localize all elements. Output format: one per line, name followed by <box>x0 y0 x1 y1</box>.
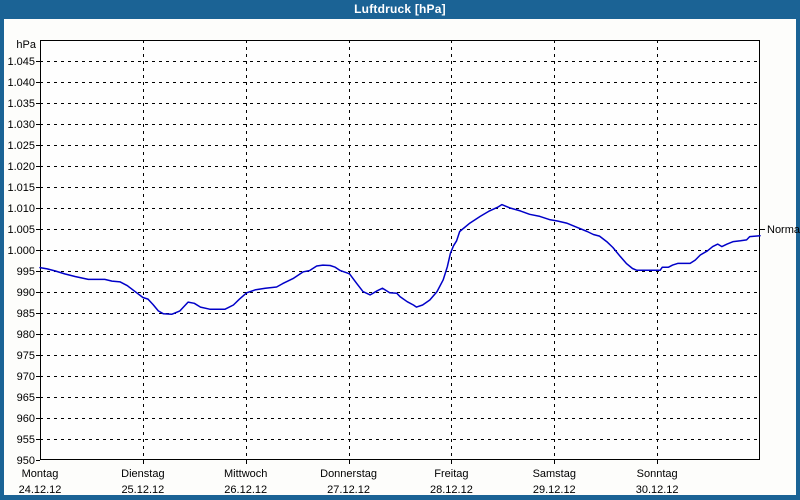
x-weekday-label: Mittwoch <box>224 468 267 480</box>
y-tick-label: 985 <box>17 308 35 320</box>
y-tick-label: 1.030 <box>7 119 35 131</box>
y-tick-label: 960 <box>17 413 35 425</box>
y-tick-label: 965 <box>17 392 35 404</box>
x-weekday-label: Samstag <box>533 468 576 480</box>
x-date-label: 26.12.12 <box>224 484 267 496</box>
axis-labels: hPa 1.045 1.040 1.035 1.030 1.025 1.020 1.015 1.… <box>7 39 678 496</box>
window-title: Luftdruck [hPa] <box>354 2 446 16</box>
x-date-label: 25.12.12 <box>121 484 164 496</box>
y-tick-label: 1.020 <box>7 161 35 173</box>
x-weekday-label: Montag <box>22 468 59 480</box>
pressure-line <box>39 203 761 316</box>
x-weekday-label: Sonntag <box>637 468 678 480</box>
x-weekday-label: Donnerstag <box>320 468 377 480</box>
y-tick-label: 950 <box>17 455 35 467</box>
y-tick-label: 1.025 <box>7 140 35 152</box>
y-tick-label: 1.035 <box>7 98 35 110</box>
y-tick-label: 1.005 <box>7 224 35 236</box>
gridlines <box>36 40 760 464</box>
x-date-label: 30.12.12 <box>636 484 679 496</box>
y-tick-label: 1.010 <box>7 203 35 215</box>
x-weekday-label: Dienstag <box>121 468 164 480</box>
y-tick-label: 1.000 <box>7 245 35 257</box>
y-tick-label: 970 <box>17 371 35 383</box>
normal-label: Normal <box>767 224 800 236</box>
y-tick-label: 1.045 <box>7 56 35 68</box>
y-tick-label: 1.040 <box>7 77 35 89</box>
y-tick-label: 1.015 <box>7 182 35 194</box>
x-date-label: 28.12.12 <box>430 484 473 496</box>
x-date-label: 24.12.12 <box>19 484 62 496</box>
y-axis-unit-label: hPa <box>16 39 36 51</box>
y-tick-label: 995 <box>17 266 35 278</box>
y-tick-label: 990 <box>17 287 35 299</box>
x-date-label: 29.12.12 <box>533 484 576 496</box>
y-tick-label: 980 <box>17 329 35 341</box>
x-date-label: 27.12.12 <box>327 484 370 496</box>
x-weekday-label: Freitag <box>434 468 468 480</box>
plot-border <box>40 40 760 460</box>
title-bar: Luftdruck [hPa] <box>0 0 800 19</box>
y-tick-label: 955 <box>17 434 35 446</box>
y-tick-label: 975 <box>17 350 35 362</box>
